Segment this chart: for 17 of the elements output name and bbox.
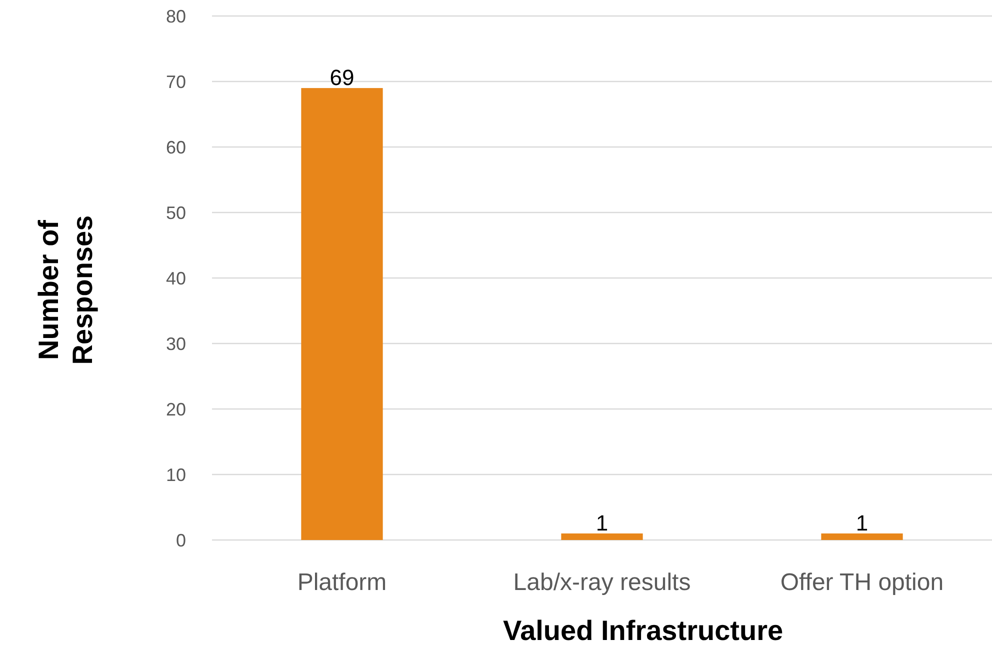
x-axis-title: Valued Infrastructure xyxy=(502,615,784,645)
y-tick-label: 20 xyxy=(166,399,186,420)
x-tick-label: Offer TH option xyxy=(780,569,944,596)
y-tick-label: 50 xyxy=(166,202,186,223)
data-label: 1 xyxy=(856,510,868,536)
y-tick-label: 0 xyxy=(176,530,186,550)
x-tick-label: Lab/x-ray results xyxy=(513,569,691,596)
y-tick-label: 10 xyxy=(166,464,186,485)
x-tick-label: Platform xyxy=(297,569,387,596)
data-label: 1 xyxy=(596,510,608,536)
y-tick-label: 70 xyxy=(166,72,186,92)
y-tick-label: 60 xyxy=(166,137,186,158)
y-tick-label: 40 xyxy=(166,268,186,288)
y-axis-title: Number of Responses xyxy=(33,215,98,365)
y-tick-label: 80 xyxy=(166,6,186,26)
y-tick-label: 30 xyxy=(166,334,186,354)
data-label: 69 xyxy=(330,65,354,90)
